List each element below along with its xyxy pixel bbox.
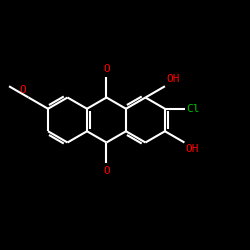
Text: O: O bbox=[103, 166, 110, 176]
Text: OH: OH bbox=[186, 144, 199, 154]
Text: O: O bbox=[20, 85, 26, 95]
Text: O: O bbox=[103, 64, 110, 74]
Text: Cl: Cl bbox=[186, 104, 200, 114]
Text: OH: OH bbox=[166, 74, 180, 84]
